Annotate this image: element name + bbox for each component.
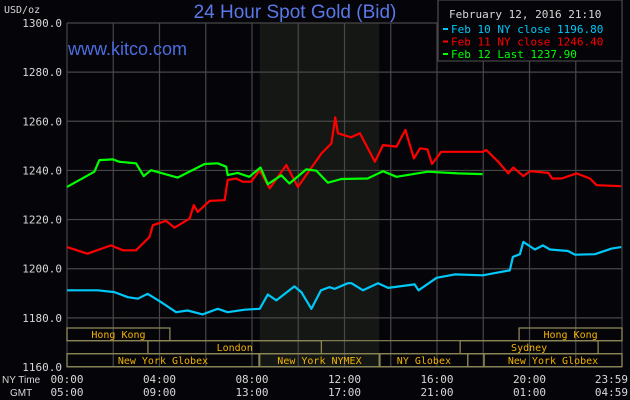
x-tick-label: 09:00: [143, 386, 176, 399]
session-box: Hong Kong: [66, 327, 171, 342]
x-tick-label: 01:00: [513, 386, 546, 399]
y-tick-label: 1300.0: [22, 17, 62, 30]
x-tick-label: 00:00: [50, 373, 83, 386]
x-tick-label: 17:00: [328, 386, 361, 399]
session-label: New York Globex: [508, 356, 598, 367]
legend-series-value: 1196.80: [557, 23, 603, 36]
legend-swatch: [443, 28, 448, 30]
session-label: Hong Kong: [91, 330, 145, 341]
session-box: New York Globex: [66, 353, 260, 368]
x-axis-row-label: NY Time: [2, 375, 41, 386]
y-tick-label: 1220.0: [22, 214, 62, 227]
y-tick-label: 1240.0: [22, 164, 62, 177]
x-tick-label: 13:00: [235, 386, 268, 399]
x-tick-label: 12:00: [328, 373, 361, 386]
x-axis-row-label: GMT: [10, 388, 32, 399]
y-tick-label: 1160.0: [22, 361, 62, 374]
x-tick-label: 04:59: [595, 386, 628, 399]
legend-series-value: 1246.40: [557, 36, 603, 49]
legend-label: Feb 11 NY close 1246.40: [451, 36, 603, 49]
session-label: Sydney: [511, 343, 547, 354]
x-tick-label: 16:00: [420, 373, 453, 386]
x-tick-label: 20:00: [513, 373, 546, 386]
chart-title: 24 Hour Spot Gold (Bid): [194, 2, 397, 23]
session-label: New York Globex: [118, 356, 208, 367]
session-label: NY Globex: [397, 356, 451, 367]
legend-label: Feb 10 NY close 1196.80: [451, 23, 603, 36]
legend-item: Feb 10 NY close 1196.80: [443, 23, 603, 36]
y-tick-label: 1180.0: [22, 312, 62, 325]
legend-item: Feb 11 NY close 1246.40: [443, 36, 603, 49]
legend-swatch: [443, 53, 448, 55]
x-tick-label: 08:00: [235, 373, 268, 386]
legend-swatch: [443, 40, 448, 43]
session-label: Hong Kong: [543, 330, 597, 341]
legend-box: [437, 0, 623, 62]
timestamp: February 12, 2016 21:10: [449, 8, 601, 21]
series-line-1: [67, 240, 622, 316]
legend-label: Feb 12 Last 1237.90: [451, 48, 577, 61]
y-tick-label: 1200.0: [22, 263, 62, 276]
legend-item: Feb 12 Last 1237.90: [443, 48, 577, 61]
x-tick-label: 21:00: [420, 386, 453, 399]
watermark: www.kitco.com: [67, 39, 187, 59]
session-box: New York Globex: [483, 353, 623, 368]
legend-series-value: 1237.90: [530, 48, 576, 61]
legend-series-name: Feb 12 Last: [451, 48, 524, 61]
x-tick-label: 04:00: [143, 373, 176, 386]
nymex-hours-shade: [259, 23, 380, 367]
session-label: London: [217, 343, 253, 354]
legend-series-name: Feb 10 NY close: [451, 23, 550, 36]
legend-series-name: Feb 11 NY close: [451, 36, 550, 49]
session-box: New York NYMEX: [259, 353, 380, 368]
x-tick-label: 23:59: [595, 373, 628, 386]
y-tick-label: 1280.0: [22, 66, 62, 79]
y-tick-label: 1260.0: [22, 115, 62, 128]
y-axis-label: USD/oz: [4, 5, 40, 16]
series-line-2: [66, 116, 622, 255]
series-line-3: [66, 158, 483, 188]
session-label: New York NYMEX: [277, 356, 361, 367]
x-tick-label: 05:00: [50, 386, 83, 399]
